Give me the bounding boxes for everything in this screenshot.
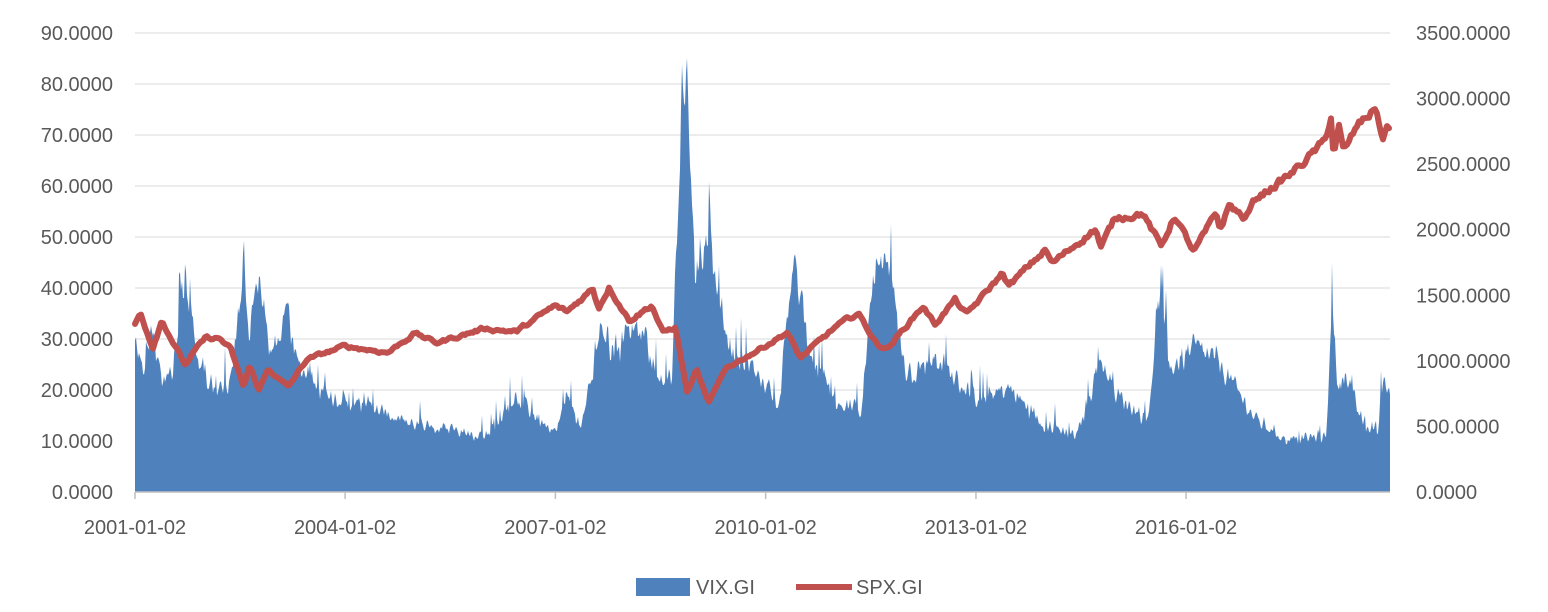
spx-line [132,106,1392,405]
vix-area-series [135,57,1390,493]
y-left-tick-label: 10.0000 [41,431,113,453]
y-left-tick-label: 50.0000 [41,227,113,249]
y-right-axis-ticks: 0.0000 500.0000 1000.0000 1500.0000 2000.000… [1416,23,1511,504]
y-left-axis-ticks: 0.0000 10.0000 20.0000 30.0000 40.0000 50.000… [41,23,113,504]
y-right-tick-label: 1000.0000 [1416,351,1511,373]
x-tick-label: 2007-01-02 [504,517,606,539]
y-right-tick-label: 500.0000 [1416,416,1499,438]
legend-swatch-vix [636,578,690,596]
legend-label-spx: SPX.GI [856,577,923,599]
x-axis-ticks: 2001-01-02 2004-01-02 2007-01-02 2010-01-02… [84,492,1237,539]
vix-area [135,57,1390,493]
y-left-tick-label: 40.0000 [41,278,113,300]
y-right-tick-label: 3500.0000 [1416,23,1511,45]
y-right-tick-label: 0.0000 [1416,482,1477,504]
y-left-tick-label: 30.0000 [41,329,113,351]
y-left-tick-label: 20.0000 [41,380,113,402]
y-left-tick-label: 90.0000 [41,23,113,45]
y-left-tick-label: 70.0000 [41,125,113,147]
y-left-tick-label: 60.0000 [41,176,113,198]
y-left-tick-label: 80.0000 [41,74,113,96]
legend-label-vix: VIX.GI [696,577,755,599]
x-tick-label: 2013-01-02 [925,517,1027,539]
x-tick-label: 2016-01-02 [1135,517,1237,539]
y-right-tick-label: 2500.0000 [1416,154,1511,176]
y-right-tick-label: 1500.0000 [1416,285,1511,307]
gridlines [135,32,1390,442]
y-right-tick-label: 3000.0000 [1416,89,1511,111]
legend: VIX.GI SPX.GI [636,577,923,599]
spx-line-series [132,106,1392,405]
x-tick-label: 2004-01-02 [294,517,396,539]
x-tick-label: 2010-01-02 [715,517,817,539]
y-left-tick-label: 0.0000 [52,482,113,504]
y-right-tick-label: 2000.0000 [1416,220,1511,242]
x-tick-label: 2001-01-02 [84,517,186,539]
